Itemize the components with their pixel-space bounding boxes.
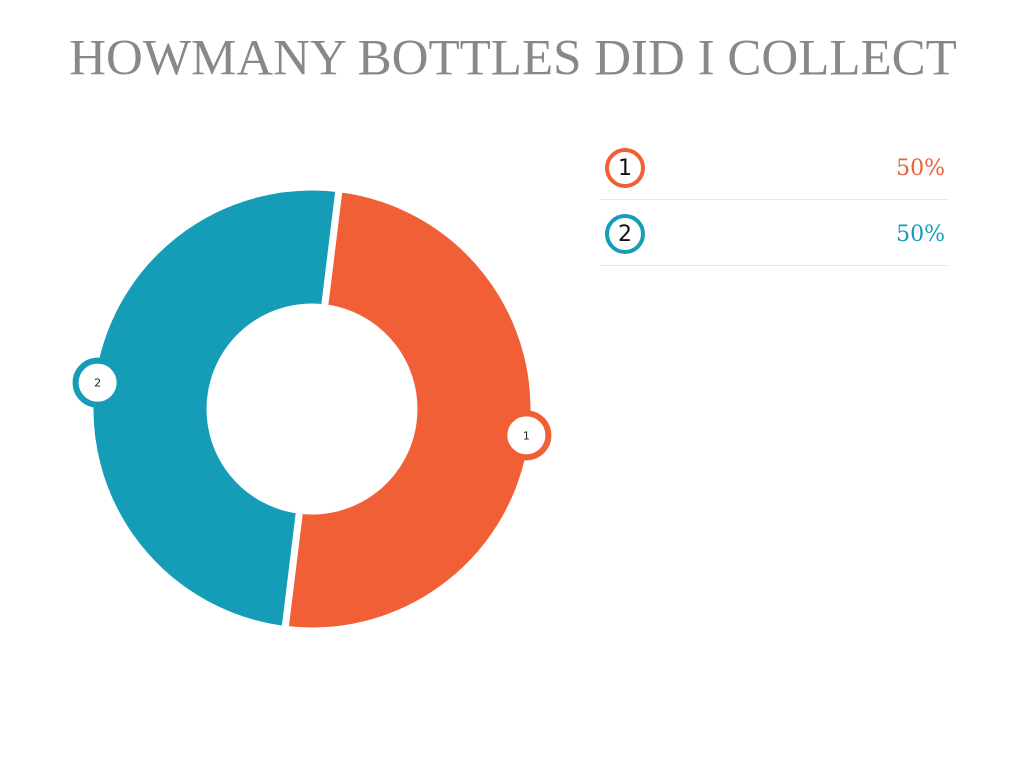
legend-marker [605,214,645,254]
legend-label: 2 [618,222,632,247]
slice-label: 2 [94,377,101,390]
slice-marker [501,410,552,461]
legend-label: 1 [618,156,632,181]
slice [86,183,343,634]
legend-value: 50% [896,156,945,181]
slice-marker [72,357,123,408]
chart-title: HOWMANY BOTTLES DID I COLLECT [69,31,957,87]
legend-marker [605,148,645,188]
slice-label: 1 [523,429,530,442]
legend-value: 50% [896,222,945,247]
slice [281,184,538,635]
